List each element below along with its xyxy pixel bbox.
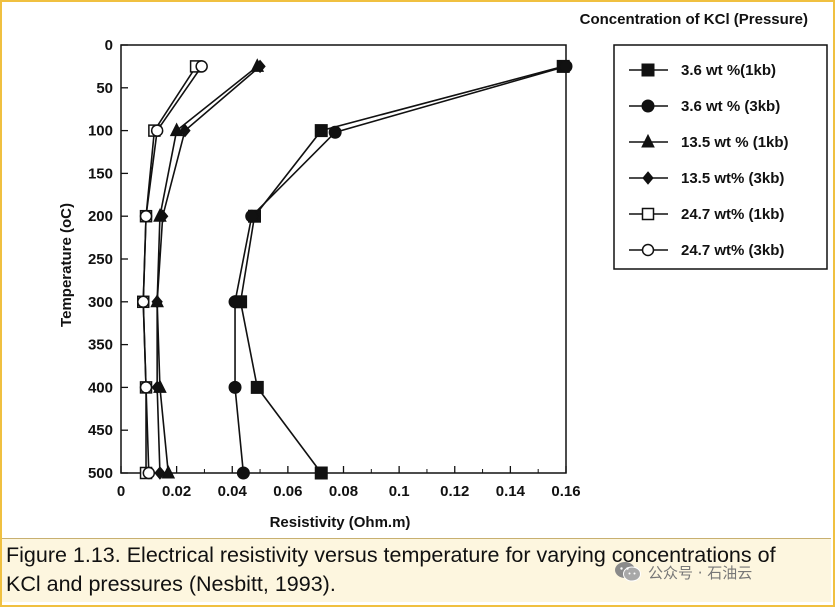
legend-item: 24.7 wt% (1kb): [629, 206, 784, 223]
y-axis-label: Temperature (oC): [58, 203, 75, 327]
legend-item: 13.5 wt % (1kb): [629, 133, 789, 151]
legend-item: 24.7 wt% (3kb): [629, 242, 784, 259]
plot-border: [120, 44, 567, 474]
y-tick-label: 350: [88, 337, 113, 354]
data-point: [236, 466, 250, 480]
legend-marker: [642, 171, 654, 185]
series-line: [142, 65, 203, 474]
data-point: [139, 209, 153, 223]
data-point: [328, 125, 342, 139]
series-2: [228, 59, 573, 480]
data-point: [161, 464, 176, 479]
data-point: [139, 381, 153, 394]
y-tick-label: 50: [96, 80, 113, 97]
data-point: [228, 380, 242, 394]
caption-box: [2, 538, 831, 602]
legend-item: 3.6 wt % (3kb): [629, 98, 780, 115]
series-line: [156, 65, 261, 474]
x-axis: 0 0.02 0.04 0.06 0.08 0.1 0.12 0.14 0.16: [117, 466, 581, 500]
x-tick-label: 0.06: [273, 483, 302, 500]
x-tick-label: 0.16: [551, 483, 580, 500]
data-point: [137, 295, 150, 309]
data-point: [142, 466, 156, 480]
series-6: [137, 60, 208, 480]
data-point: [314, 124, 328, 138]
y-tick-label: 500: [88, 465, 113, 482]
data-point: [151, 380, 163, 395]
figure-caption: Figure 1.13. Electrical resistivity vers…: [6, 543, 776, 596]
x-tick-label: 0: [117, 483, 125, 500]
data-point: [254, 59, 266, 74]
watermark: 公众号 · 石油云: [614, 561, 752, 583]
data-point: [559, 59, 573, 73]
x-tick-label: 0.1: [389, 483, 410, 500]
chart-title: Concentration of KCl (Pressure): [580, 11, 808, 28]
y-tick-label: 100: [88, 123, 113, 140]
legend-label: 3.6 wt %(1kb): [681, 62, 776, 79]
data-point: [228, 295, 242, 309]
x-axis-label: Resistivity (Ohm.m): [270, 514, 411, 531]
x-tick-label: 0.04: [218, 483, 248, 500]
data-point: [169, 122, 184, 137]
legend-item: 13.5 wt% (3kb): [629, 170, 784, 187]
y-axis: 0 50 100 150 200 250 300 350 400 450 500: [88, 37, 128, 482]
x-tick-label: 0.14: [496, 483, 526, 500]
series-line: [234, 65, 567, 474]
data-point: [314, 466, 328, 480]
x-tick-label: 0.12: [440, 483, 469, 500]
y-tick-label: 300: [88, 294, 113, 311]
legend-label: 13.5 wt% (3kb): [681, 170, 784, 187]
data-point: [150, 124, 164, 137]
resistivity-chart: 0 0.02 0.04 0.06 0.08 0.1 0.12 0.14 0.16 0 50 100 1…: [58, 11, 828, 531]
data-point: [151, 295, 163, 309]
data-point: [179, 123, 191, 138]
series-line: [156, 65, 258, 474]
x-tick-label: 0.08: [329, 483, 358, 500]
legend-item: 3.6 wt %(1kb): [629, 62, 776, 79]
legend-marker: [641, 133, 655, 148]
legend: 3.6 wt %(1kb) 3.6 wt % (3kb) 13.5 wt % (1k…: [613, 44, 828, 270]
legend-marker: [641, 243, 655, 257]
y-tick-label: 150: [88, 165, 113, 182]
legend-label: 24.7 wt% (3kb): [681, 242, 784, 259]
legend-label: 24.7 wt% (1kb): [681, 206, 784, 223]
legend-marker: [641, 63, 655, 77]
legend-label: 13.5 wt % (1kb): [681, 134, 789, 151]
watermark-text: 公众号 · 石油云: [648, 563, 753, 582]
x-tick-label: 0.02: [162, 483, 191, 500]
legend-box: [613, 44, 828, 270]
series-line: [239, 65, 564, 474]
data-point: [195, 60, 208, 73]
series-4: [151, 59, 266, 480]
legend-marker: [641, 207, 655, 221]
data-point: [245, 209, 259, 223]
data-point: [157, 209, 169, 223]
y-tick-label: 0: [105, 37, 113, 54]
series-1: [234, 59, 570, 480]
y-tick-label: 450: [88, 422, 113, 439]
y-tick-label: 400: [88, 379, 113, 396]
wechat-icon: [615, 562, 641, 582]
data-point: [250, 380, 264, 394]
y-tick-label: 200: [88, 208, 113, 225]
series-layer: [137, 58, 573, 480]
y-tick-label: 250: [88, 251, 113, 268]
legend-marker: [641, 99, 655, 113]
data-point: [154, 466, 166, 480]
plot-area: [120, 44, 567, 474]
legend-label: 3.6 wt % (3kb): [681, 98, 780, 115]
